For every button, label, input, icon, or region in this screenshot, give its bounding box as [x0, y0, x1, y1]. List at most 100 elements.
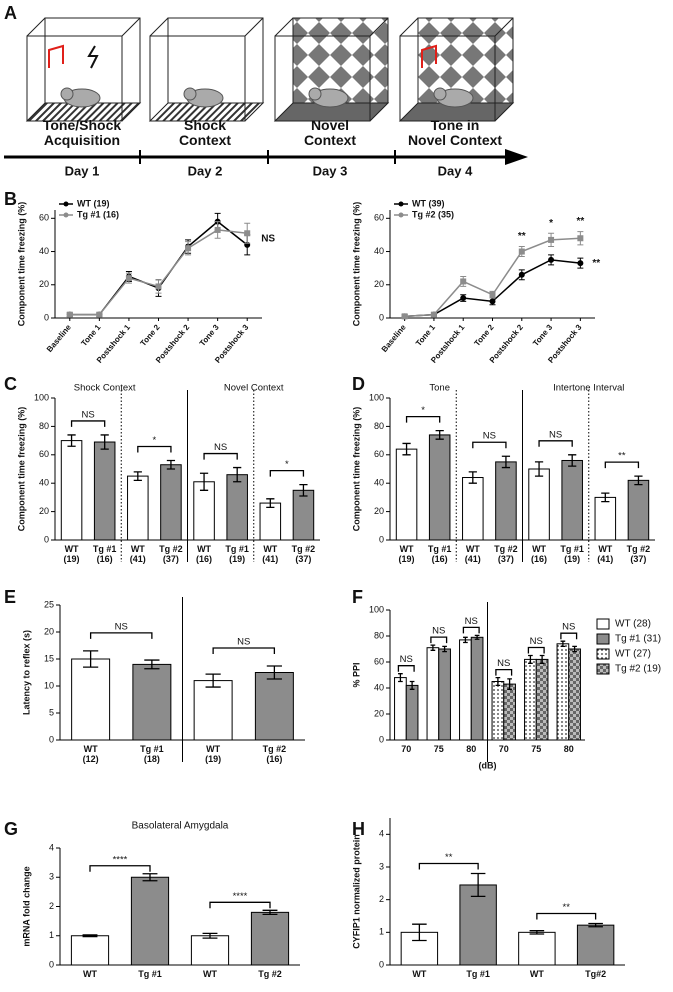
bar — [576, 924, 615, 966]
x-tick-label: Tg #1 (19) — [560, 544, 584, 564]
bar — [426, 647, 440, 741]
x-tick-label: WT — [412, 969, 426, 979]
error-bar — [528, 654, 533, 664]
significance-label: ** — [518, 231, 526, 242]
significance-label: NS — [115, 621, 128, 632]
series-line — [69, 229, 248, 316]
bar — [70, 935, 110, 966]
error-bar — [507, 678, 512, 690]
y-tick-label: 0 — [49, 734, 54, 744]
data-point — [518, 248, 525, 255]
x-tick-label: 75 — [531, 744, 541, 754]
data-point — [518, 271, 525, 278]
legend-swatch — [596, 648, 610, 660]
stage-label: Tone/Shock Acquisition — [43, 117, 122, 148]
error-bar — [266, 665, 282, 680]
x-tick-label: 80 — [466, 744, 476, 754]
data-point — [244, 230, 251, 237]
y-tick-label: 80 — [374, 630, 384, 640]
data-point — [577, 260, 584, 267]
data-point — [489, 291, 496, 298]
y-tick-label: 20 — [39, 506, 49, 516]
legend-marker — [63, 201, 69, 207]
chamber-back — [417, 17, 514, 104]
y-tick-label: 20 — [39, 279, 49, 289]
x-tick-label: WT (19) — [205, 744, 221, 764]
panel-letter: D — [352, 374, 365, 394]
y-tick-label: 3 — [379, 861, 384, 871]
stage-label-line: Tone/Shock — [43, 117, 122, 133]
y-tick-label: 20 — [374, 279, 384, 289]
chamber-edges — [26, 17, 141, 37]
error-bar — [205, 673, 221, 688]
y-tick-label: 0 — [379, 959, 384, 969]
legend-label: Tg #1 (16) — [77, 209, 119, 219]
significance-label: NS — [465, 616, 478, 627]
day-label: Day 2 — [188, 163, 223, 178]
x-tick-label: Tg #1 (16) — [93, 544, 117, 564]
bar — [395, 448, 418, 541]
bar — [93, 441, 116, 541]
y-tick-label: 80 — [374, 421, 384, 431]
mouse-head — [308, 87, 322, 101]
y-tick-label: 60 — [374, 656, 384, 666]
bar — [254, 672, 294, 741]
x-tick-label: Tg #1 (16) — [428, 544, 452, 564]
x-tick-label: Baseline — [380, 322, 408, 353]
y-tick-label: 40 — [39, 478, 49, 488]
stage-label-line: Novel — [311, 117, 349, 133]
x-tick-label: WT (41) — [465, 544, 481, 564]
significance-bracket — [212, 647, 276, 655]
y-tick-label: 5 — [49, 707, 54, 717]
mouse-head — [60, 87, 74, 101]
bar — [160, 464, 182, 541]
error-bar — [435, 430, 444, 440]
x-tick-label: Tg #2 (16) — [263, 744, 287, 764]
bar — [405, 684, 419, 741]
x-tick-label: Tone 1 — [414, 322, 437, 348]
y-axis-label: Component time freezing (%) — [351, 202, 361, 327]
y-tick-label: 0 — [379, 734, 384, 744]
x-axis-label: (dB) — [479, 760, 497, 770]
stage-label-line: Tone in — [431, 117, 480, 133]
bar — [459, 639, 472, 741]
y-axis-label: CYFIP1 normalized protein — [351, 834, 361, 949]
panel-letter: B — [4, 189, 17, 209]
legend-label: Tg #2 (35) — [412, 209, 454, 219]
data-point — [460, 278, 467, 285]
significance-bracket — [418, 862, 479, 870]
error-bar — [560, 640, 566, 648]
mouse-head — [183, 87, 197, 101]
data-point — [155, 283, 162, 290]
data-point — [66, 311, 73, 318]
error-bar — [442, 645, 447, 653]
bar — [292, 489, 315, 541]
y-tick-label: 20 — [44, 626, 54, 636]
y-tick-label: 2 — [379, 894, 384, 904]
stage-label-line: Shock — [184, 117, 226, 133]
error-bar — [398, 673, 403, 683]
bar — [190, 935, 230, 966]
x-tick-label: Tone 3 — [531, 322, 554, 348]
error-bar — [100, 434, 109, 450]
x-tick-label: Tone 2 — [473, 322, 496, 348]
significance-label: * — [153, 435, 157, 446]
y-axis-label: % PPI — [351, 662, 361, 687]
x-tick-label: WT — [203, 969, 217, 979]
mouse-head — [433, 87, 447, 101]
bar — [226, 474, 248, 541]
significance-label: NS — [261, 234, 275, 245]
legend-label: WT (39) — [412, 198, 445, 208]
bar — [568, 648, 581, 741]
significance-bracket — [89, 632, 153, 639]
bar — [71, 658, 111, 741]
y-tick-label: 3 — [49, 872, 54, 882]
legend-label: Tg #2 (19) — [615, 664, 661, 675]
chamber-edges — [274, 17, 389, 37]
error-bar — [144, 659, 160, 670]
shock-bolt — [87, 45, 99, 69]
stage-label-line: Context — [179, 132, 231, 148]
y-tick-label: 100 — [369, 604, 384, 614]
chamber-back — [292, 17, 389, 104]
